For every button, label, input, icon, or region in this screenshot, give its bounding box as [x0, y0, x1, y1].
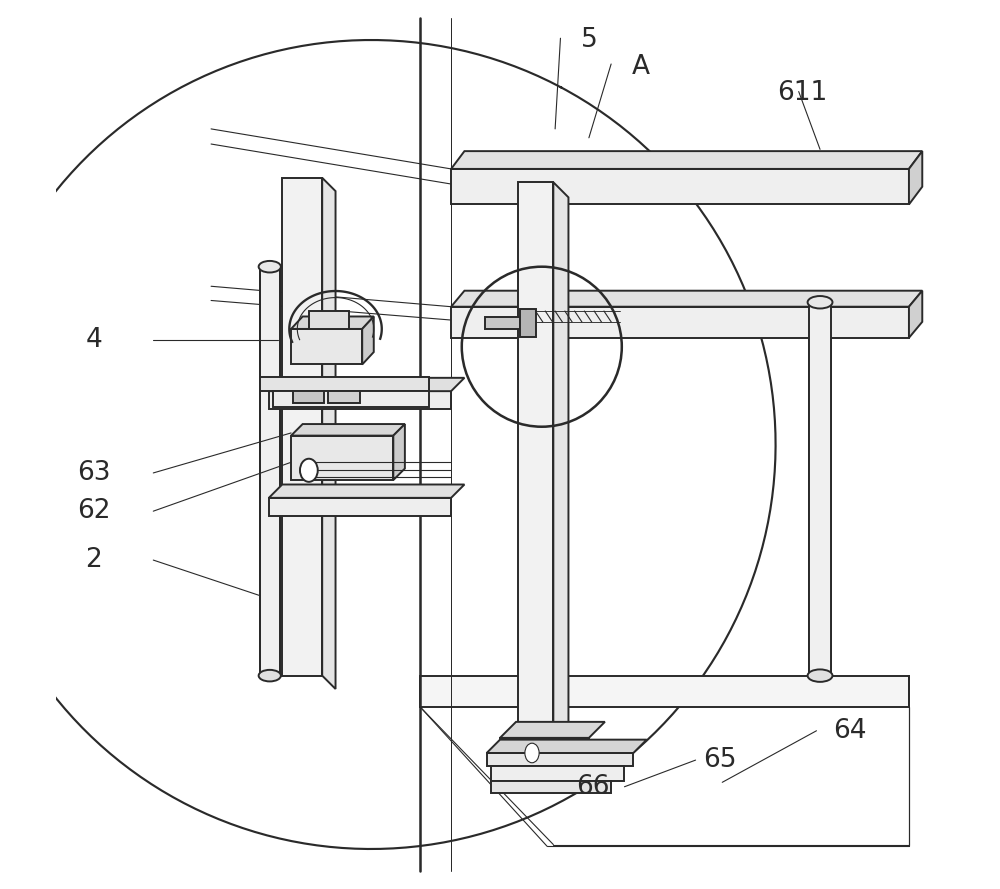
- Polygon shape: [269, 498, 451, 516]
- Polygon shape: [909, 291, 922, 338]
- Polygon shape: [520, 309, 536, 337]
- Polygon shape: [269, 391, 451, 409]
- Polygon shape: [362, 316, 374, 364]
- Text: 64: 64: [833, 717, 866, 744]
- Polygon shape: [451, 307, 909, 338]
- Polygon shape: [291, 329, 362, 364]
- Polygon shape: [487, 753, 633, 766]
- Polygon shape: [451, 169, 909, 204]
- Text: 5: 5: [581, 27, 597, 53]
- Polygon shape: [260, 377, 429, 391]
- Polygon shape: [269, 485, 464, 498]
- Ellipse shape: [259, 261, 281, 273]
- Polygon shape: [487, 740, 647, 753]
- Polygon shape: [451, 151, 922, 169]
- Polygon shape: [273, 391, 429, 407]
- Text: 66: 66: [577, 773, 610, 800]
- Polygon shape: [420, 676, 909, 707]
- Polygon shape: [291, 436, 393, 480]
- Polygon shape: [282, 178, 322, 676]
- Ellipse shape: [300, 459, 318, 482]
- Polygon shape: [293, 391, 324, 403]
- Polygon shape: [393, 424, 405, 480]
- Text: 2: 2: [85, 547, 102, 573]
- Polygon shape: [309, 311, 349, 329]
- Ellipse shape: [259, 670, 281, 682]
- Text: 65: 65: [703, 747, 736, 773]
- Polygon shape: [500, 722, 605, 738]
- Text: 63: 63: [77, 460, 110, 486]
- Polygon shape: [909, 151, 922, 204]
- Text: 62: 62: [77, 498, 110, 525]
- Polygon shape: [291, 424, 405, 436]
- Text: 4: 4: [85, 326, 102, 353]
- Polygon shape: [518, 182, 553, 738]
- Polygon shape: [328, 391, 360, 403]
- Ellipse shape: [808, 296, 832, 308]
- Polygon shape: [500, 738, 589, 760]
- Polygon shape: [291, 316, 374, 329]
- Polygon shape: [809, 302, 831, 676]
- Polygon shape: [491, 781, 611, 793]
- Ellipse shape: [808, 669, 832, 682]
- Polygon shape: [553, 182, 568, 753]
- Polygon shape: [322, 178, 336, 689]
- Polygon shape: [491, 766, 624, 781]
- Text: 611: 611: [777, 80, 827, 107]
- Polygon shape: [260, 267, 280, 676]
- Polygon shape: [269, 378, 464, 391]
- Text: A: A: [631, 53, 649, 80]
- Polygon shape: [485, 317, 520, 329]
- Polygon shape: [451, 291, 922, 307]
- Ellipse shape: [525, 743, 539, 763]
